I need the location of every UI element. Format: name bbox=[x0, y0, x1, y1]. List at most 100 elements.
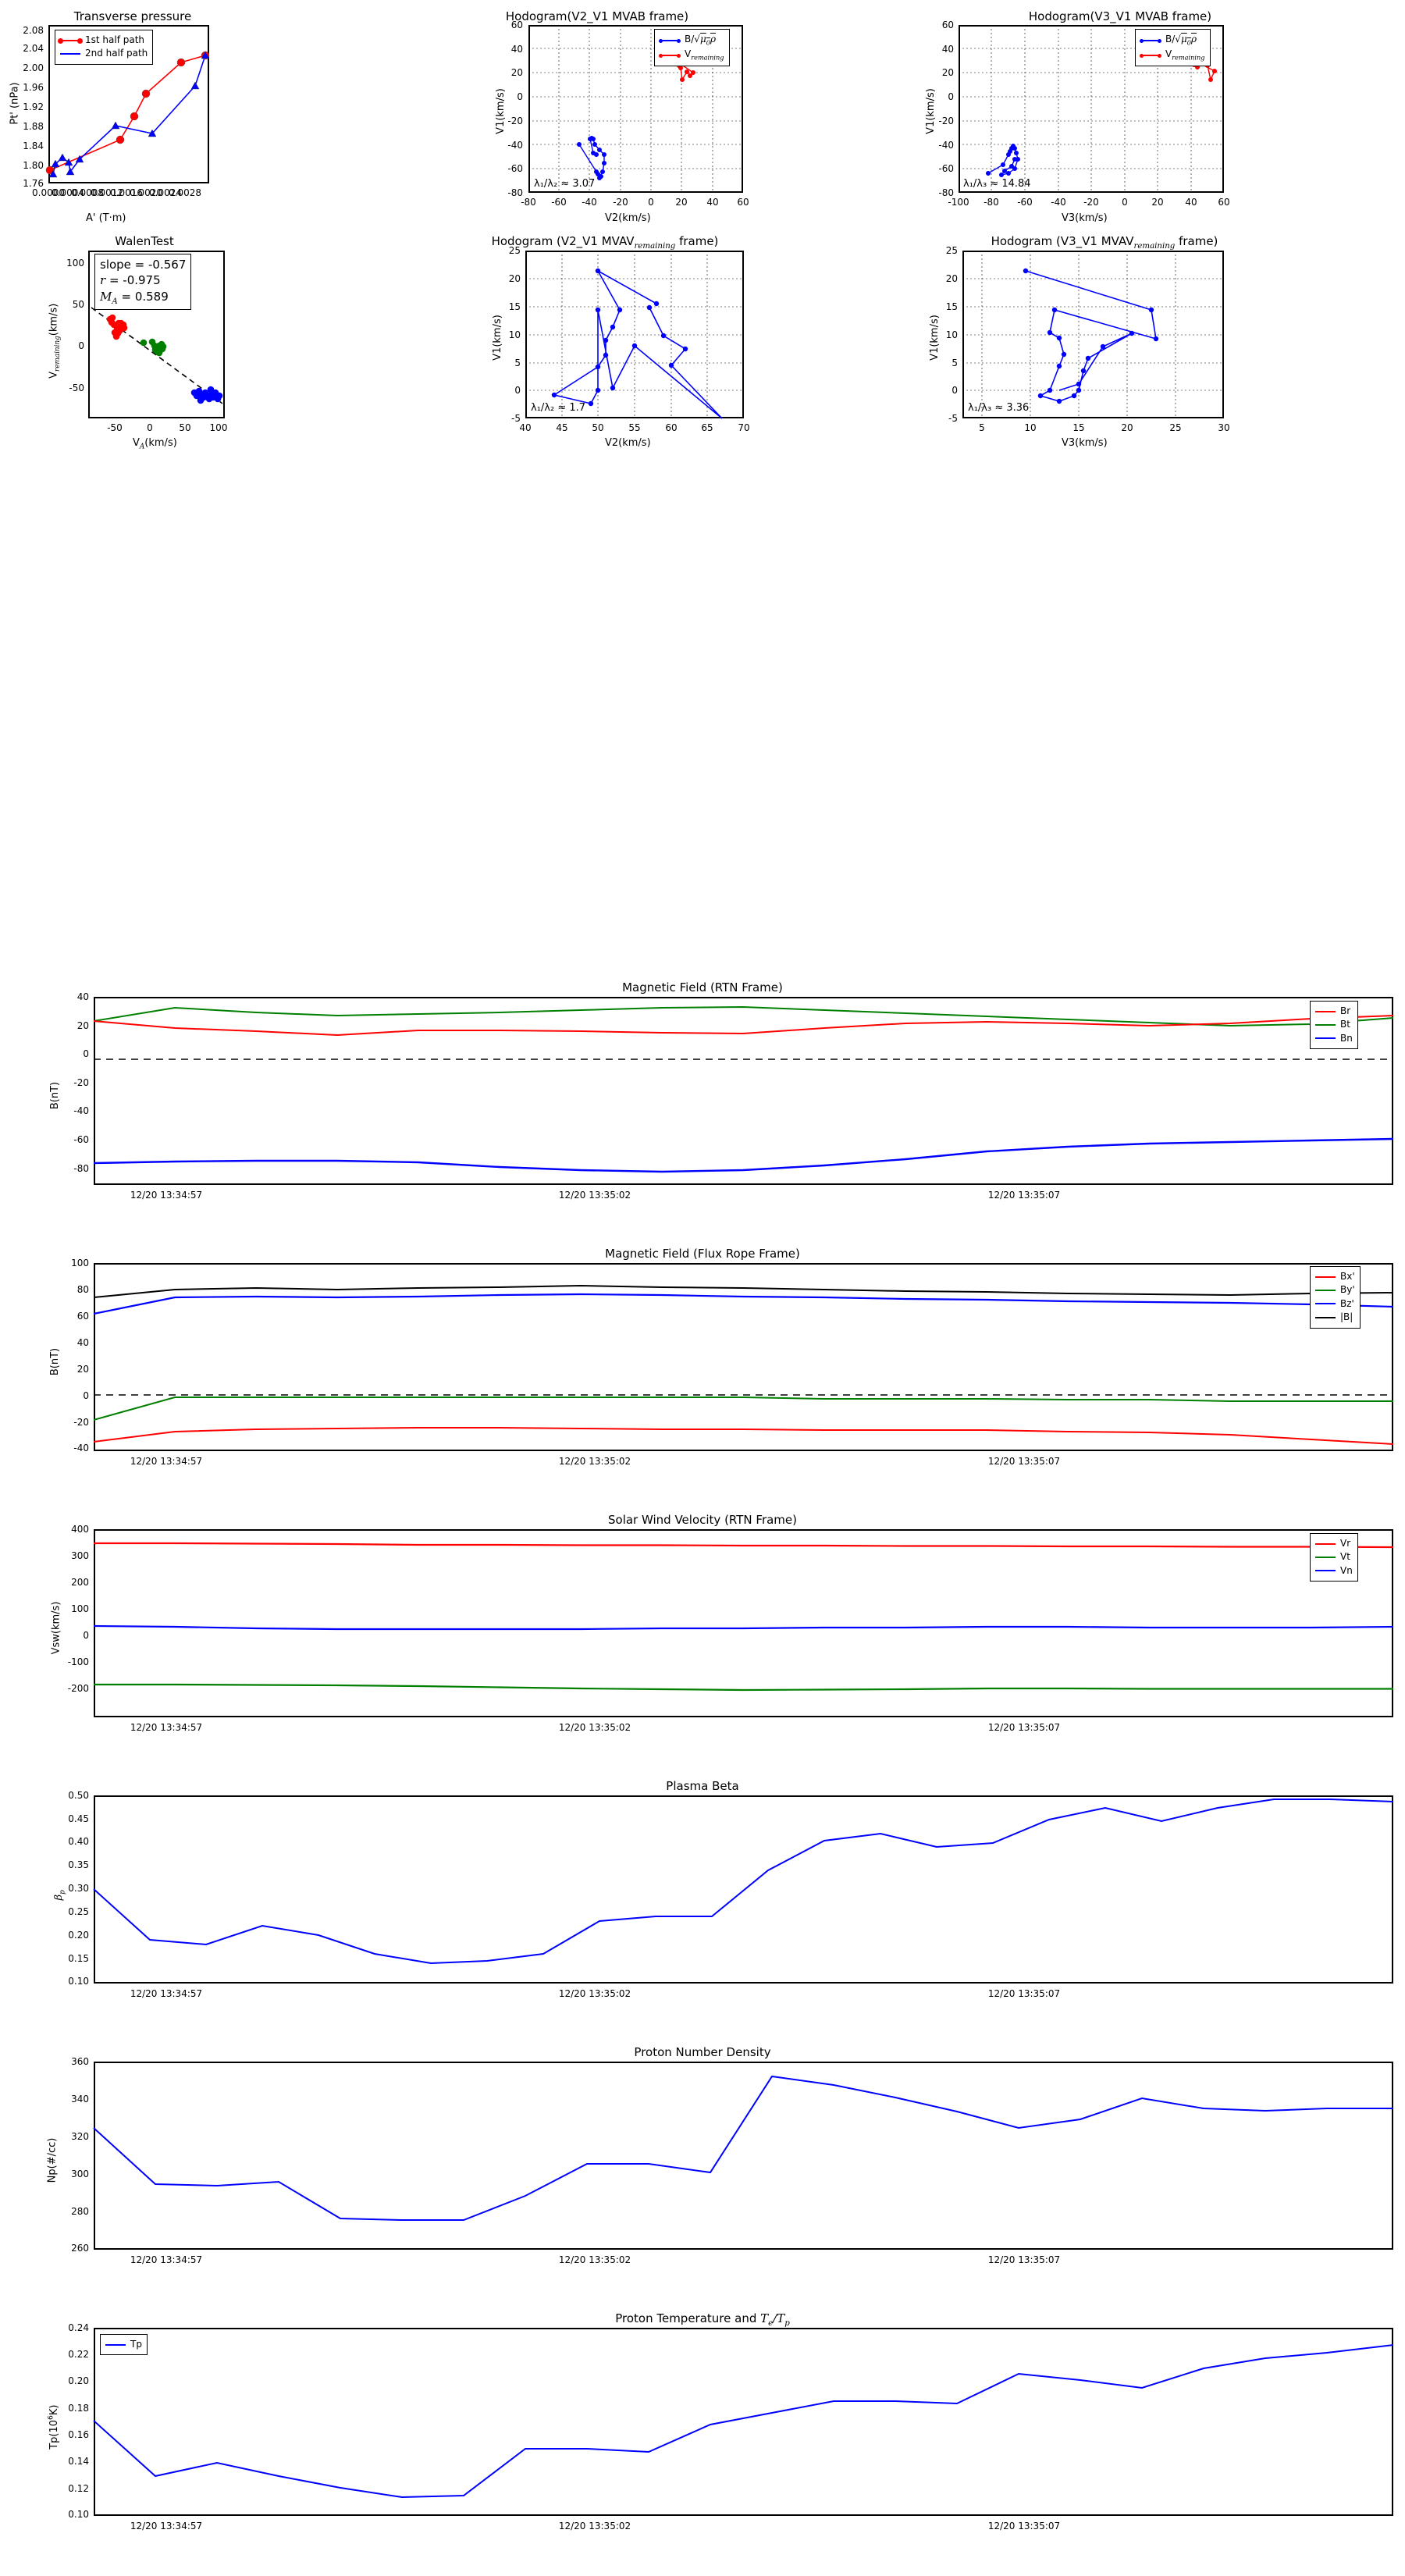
ytick: 0.50 bbox=[68, 1790, 89, 1801]
xtick: 20 bbox=[1151, 197, 1164, 208]
xtick: 40 bbox=[1185, 197, 1197, 208]
hodo-v3v1-mvab-xlabel: V3(km/s) bbox=[1062, 212, 1108, 224]
ytick: 0.40 bbox=[68, 1836, 89, 1847]
legend-swatch-tp bbox=[105, 2343, 126, 2346]
hodo-v3v1-mvav-xlabel: V3(km/s) bbox=[1062, 437, 1108, 449]
walen-test-ylabel: Vremaining(km/s) bbox=[48, 303, 62, 379]
legend-swatch-bmag bbox=[1315, 1316, 1336, 1318]
xtick: 50 bbox=[592, 422, 604, 433]
xtick: 0 bbox=[1122, 197, 1128, 208]
legend-swatch-by bbox=[1315, 1290, 1336, 1292]
xtick: -20 bbox=[613, 197, 628, 208]
xtick: -60 bbox=[551, 197, 567, 208]
plasma-beta-title: Plasma Beta bbox=[666, 1779, 739, 1793]
ytick: -100 bbox=[67, 1656, 89, 1667]
ytick: 15 bbox=[508, 301, 521, 312]
hodo-v3v1-mvab-annotation: λ₁/λ₃ ≈ 14.84 bbox=[963, 178, 1031, 190]
xtick: 0.0028 bbox=[169, 187, 201, 198]
legend-label-vr: Vr bbox=[1340, 1538, 1351, 1549]
walen-test-stats-box: slope = -0.567 r = -0.975 MA = 0.589 bbox=[94, 254, 192, 311]
hodo-v3v1-mvav-title: Hodogram (V3_V1 MVAVremaining frame) bbox=[991, 234, 1218, 251]
ytick: 0 bbox=[514, 385, 521, 396]
transverse-pressure-legend: 1st half path 2nd half path bbox=[55, 30, 154, 65]
ytick: -40 bbox=[507, 140, 523, 151]
ytick: 0 bbox=[83, 1630, 89, 1641]
xtick: -100 bbox=[948, 197, 969, 208]
legend-label-v-remaining: Vremaining bbox=[1165, 48, 1205, 62]
xtick: 0.0016 bbox=[110, 187, 143, 198]
ytick: 40 bbox=[941, 44, 954, 55]
ytick: 5 bbox=[514, 358, 521, 368]
ytick: 360 bbox=[71, 2056, 89, 2067]
ytick: 0.20 bbox=[68, 1930, 89, 1941]
proton-temp-axes bbox=[94, 2328, 1393, 2516]
xtick: 12/20 13:35:02 bbox=[558, 1456, 631, 1467]
ytick: 0.18 bbox=[68, 2403, 89, 2414]
ytick: 400 bbox=[71, 1524, 89, 1535]
hodo-v2v1-mvab-legend: B/√μ0ρ Vremaining bbox=[654, 29, 730, 67]
ytick: 20 bbox=[945, 273, 958, 284]
ytick: -20 bbox=[73, 1417, 89, 1428]
xtick: 12/20 13:35:07 bbox=[987, 1190, 1061, 1201]
hodo-v2v1-mvav-plot bbox=[525, 251, 744, 419]
ytick: 5 bbox=[951, 358, 958, 368]
ytick: 1.88 bbox=[23, 121, 44, 132]
legend-swatch-br bbox=[1315, 1010, 1336, 1012]
ytick: -40 bbox=[938, 140, 954, 151]
walen-test-title: WalenTest bbox=[115, 234, 174, 248]
ytick: 25 bbox=[508, 245, 521, 256]
legend-swatch-2nd-half bbox=[60, 53, 80, 55]
legend-label-b-alfven: B/√μ0ρ bbox=[685, 34, 717, 47]
walen-stat-slope: slope = -0.567 bbox=[100, 258, 187, 272]
xtick: 12/20 13:34:57 bbox=[130, 1722, 203, 1733]
legend-label-vt: Vt bbox=[1340, 1551, 1350, 1563]
legend-swatch-v-remaining bbox=[659, 53, 681, 58]
xtick: 25 bbox=[1169, 422, 1182, 433]
xtick: 20 bbox=[675, 197, 688, 208]
ytick: -20 bbox=[938, 116, 954, 126]
ytick: 20 bbox=[508, 273, 521, 284]
ytick: -5 bbox=[511, 413, 521, 424]
proton-temp-title: Proton Temperature and Te/Tp bbox=[615, 2311, 790, 2328]
ytick: 60 bbox=[941, 20, 954, 30]
hodo-v3v1-mvav-plot bbox=[962, 251, 1224, 418]
xtick: 0 bbox=[648, 197, 654, 208]
xtick: 0.0004 bbox=[52, 187, 84, 198]
walen-test-xlabel: VA(km/s) bbox=[133, 437, 177, 451]
legend-swatch-vt bbox=[1315, 1557, 1336, 1559]
ytick: 0.24 bbox=[68, 2322, 89, 2333]
ytick: 300 bbox=[71, 1550, 89, 1561]
xtick: 12/20 13:35:02 bbox=[558, 1190, 631, 1201]
ytick: -5 bbox=[948, 413, 958, 424]
ytick: 300 bbox=[71, 2169, 89, 2179]
xtick: 60 bbox=[737, 197, 749, 208]
ytick: 0.10 bbox=[68, 1976, 89, 1987]
legend-label-bn: Bn bbox=[1340, 1032, 1353, 1044]
legend-label-by: By' bbox=[1340, 1284, 1355, 1296]
ytick: 1.80 bbox=[23, 160, 44, 171]
legend-swatch-bz bbox=[1315, 1303, 1336, 1305]
xtick: 0.0020 bbox=[130, 187, 162, 198]
ytick: 0 bbox=[83, 1390, 89, 1401]
ytick: 20 bbox=[76, 1364, 89, 1375]
legend-label-v-remaining: Vremaining bbox=[685, 48, 724, 62]
xtick: 40 bbox=[519, 422, 532, 433]
ytick: 20 bbox=[941, 67, 954, 78]
xtick: 50 bbox=[179, 422, 191, 433]
xtick: 0.0000 bbox=[32, 187, 65, 198]
proton-temp-plot bbox=[93, 2344, 1394, 2499]
ytick: 40 bbox=[76, 991, 89, 1002]
legend-swatch-vr bbox=[1315, 1542, 1336, 1545]
ytick: 20 bbox=[510, 67, 523, 78]
legend-swatch-bt bbox=[1315, 1024, 1336, 1026]
xtick: 12/20 13:34:57 bbox=[130, 1456, 203, 1467]
ytick: -40 bbox=[73, 1443, 89, 1453]
legend-label-tp: Tp bbox=[130, 2339, 142, 2350]
xtick: 12/20 13:34:57 bbox=[130, 1190, 203, 1201]
xtick: 40 bbox=[706, 197, 719, 208]
legend-swatch-vn bbox=[1315, 1570, 1336, 1572]
ytick: 0.16 bbox=[68, 2429, 89, 2440]
mag-flux-rope-plot bbox=[93, 1284, 1394, 1445]
ytick: -40 bbox=[73, 1105, 89, 1116]
hodo-v2v1-mvab-xlabel: V2(km/s) bbox=[605, 212, 651, 224]
